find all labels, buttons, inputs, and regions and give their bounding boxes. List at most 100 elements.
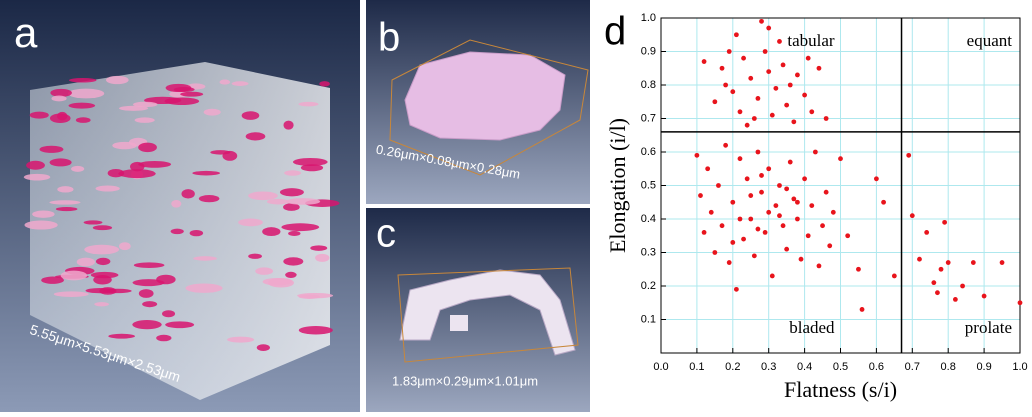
y-tick-label: 0.6 [641, 146, 656, 158]
particle [192, 171, 220, 176]
point [766, 210, 771, 215]
particle [69, 103, 96, 109]
panel-c: c 1.83μm×0.29μm×1.01μm [366, 208, 590, 412]
particle [248, 191, 278, 200]
particle [77, 258, 95, 267]
point [770, 113, 775, 118]
point [738, 156, 743, 161]
point [730, 89, 735, 94]
particle [24, 174, 50, 181]
particle [285, 272, 296, 278]
particle [135, 117, 155, 123]
particle [76, 117, 91, 123]
x-tick-label: 0.3 [761, 361, 776, 373]
point [759, 19, 764, 24]
x-tick-label: 0.5 [833, 361, 848, 373]
particle [281, 223, 319, 231]
particle [165, 321, 194, 328]
particle [255, 267, 273, 275]
y-tick-label: 0.1 [641, 313, 656, 325]
y-tick-label: 0.2 [641, 280, 656, 292]
point [763, 230, 768, 235]
point [784, 247, 789, 252]
point [702, 230, 707, 235]
particle [86, 288, 115, 293]
point [824, 190, 829, 195]
point [906, 153, 911, 158]
point [738, 109, 743, 114]
point [730, 200, 735, 205]
particle [30, 112, 49, 119]
particle [248, 254, 262, 259]
particle [293, 158, 328, 166]
particle [220, 80, 231, 85]
point [939, 267, 944, 272]
particle [91, 272, 119, 278]
particle [193, 256, 217, 261]
particle [284, 170, 301, 175]
x-axis-title: Flatness (s/i) [784, 377, 897, 402]
point [702, 59, 707, 64]
point [791, 197, 796, 202]
particle [142, 301, 157, 307]
point [942, 220, 947, 225]
y-tick-label: 0.4 [641, 213, 656, 225]
particle [310, 245, 327, 250]
point [838, 156, 843, 161]
particle [283, 257, 303, 265]
point [813, 150, 818, 155]
point [766, 26, 771, 31]
particle [242, 111, 260, 120]
quadrant-label: equant [967, 31, 1013, 50]
particle [280, 188, 304, 196]
particle [190, 230, 203, 236]
point [705, 166, 710, 171]
x-tick-label: 0.4 [797, 361, 812, 373]
quadrant-label: prolate [965, 318, 1012, 337]
point [817, 264, 822, 269]
particle [288, 231, 300, 236]
point [910, 213, 915, 218]
panel-label: b [378, 16, 400, 60]
y-tick-label: 0.8 [641, 79, 656, 91]
particle [297, 293, 333, 298]
particle [112, 142, 137, 149]
particle [132, 320, 161, 329]
particle [204, 109, 221, 116]
particle [315, 254, 329, 262]
point [723, 83, 728, 88]
particle [162, 310, 175, 317]
x-tick-label: 0.2 [725, 361, 740, 373]
particle [232, 81, 249, 86]
point [802, 93, 807, 98]
x-tick-label: 0.9 [976, 361, 991, 373]
point [738, 217, 743, 222]
particle [119, 242, 131, 250]
particle [26, 161, 45, 170]
point [784, 103, 789, 108]
point [784, 186, 789, 191]
point [1000, 260, 1005, 265]
particle [156, 335, 171, 342]
particle [138, 143, 157, 153]
y-axis-title: Elongation (i/l) [605, 118, 630, 253]
point [971, 260, 976, 265]
particle [166, 84, 192, 92]
particle [246, 132, 266, 140]
particle [68, 89, 104, 99]
particle [84, 245, 119, 255]
particle [267, 199, 289, 205]
particle [227, 337, 254, 343]
panel-b: b 0.26μm×0.08μm×0.28μm [366, 0, 590, 204]
point [756, 227, 761, 232]
x-tick-label: 0.8 [941, 361, 956, 373]
point [982, 294, 987, 299]
point [723, 143, 728, 148]
point [806, 56, 811, 61]
particle [61, 271, 87, 281]
particle [71, 166, 84, 172]
y-tick-label: 0.3 [641, 246, 656, 258]
particle [299, 326, 333, 334]
point [766, 166, 771, 171]
point [935, 290, 940, 295]
